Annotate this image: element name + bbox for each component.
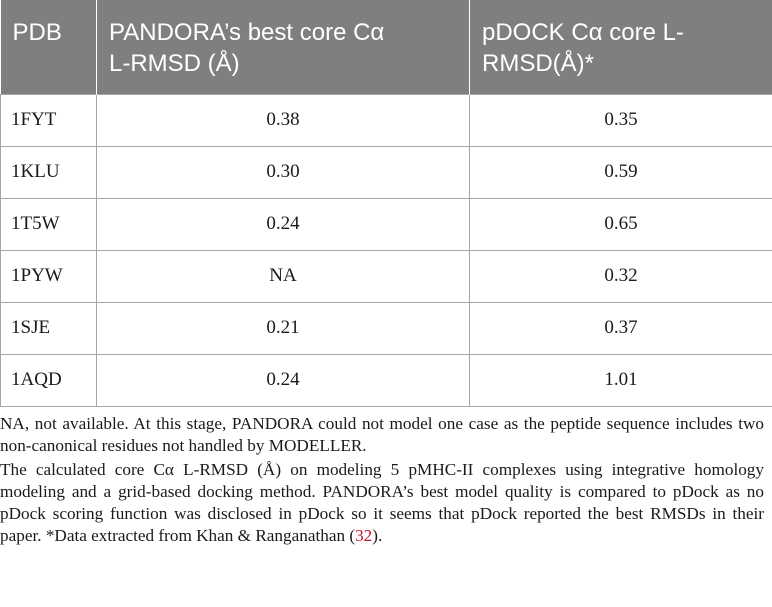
- footnote-caption: The calculated core Cα L-RMSD (Å) on mod…: [0, 459, 764, 547]
- header-pdock-line2: RMSD(Å)*: [482, 50, 594, 77]
- table-row: 1AQD 0.24 1.01: [0, 353, 772, 407]
- table-row: 1SJE 0.21 0.37: [0, 301, 772, 355]
- footnote-caption-end: ).: [372, 525, 383, 545]
- cell-pdock-rmsd: 0.65: [469, 197, 772, 251]
- cell-pdb: 1FYT: [0, 93, 97, 147]
- cell-pdb: 1T5W: [0, 197, 97, 251]
- table-footnotes: NA, not available. At this stage, PANDOR…: [0, 413, 764, 548]
- cell-pandora-rmsd: NA: [96, 249, 470, 303]
- header-pdock-line1: pDOCK Cα core L-: [482, 19, 684, 46]
- cell-pandora-rmsd: 0.24: [96, 197, 470, 251]
- header-pandora-line1: PANDORA’s best core Cα: [109, 19, 385, 46]
- table-row: 1KLU 0.30 0.59: [0, 145, 772, 199]
- header-pdb-label: PDB: [12, 19, 62, 46]
- table-row: 1PYW NA 0.32: [0, 249, 772, 303]
- cell-pdock-rmsd: 0.37: [469, 301, 772, 355]
- table-row: 1FYT 0.38 0.35: [0, 93, 772, 147]
- footnote-caption-text: The calculated core Cα L-RMSD (Å) on mod…: [0, 459, 764, 545]
- header-pandora-line2: L-RMSD (Å): [109, 50, 240, 77]
- header-pdb: PDB: [0, 0, 97, 94]
- cell-pdock-rmsd: 1.01: [469, 353, 772, 407]
- cell-pdb: 1SJE: [0, 301, 97, 355]
- table-header-row: PDB PANDORA’s best core Cα L-RMSD (Å) pD…: [0, 0, 772, 94]
- cell-pdock-rmsd: 0.35: [469, 93, 772, 147]
- header-pdock: pDOCK Cα core L- RMSD(Å)*: [470, 0, 772, 94]
- rmsd-comparison-table: PDB PANDORA’s best core Cα L-RMSD (Å) pD…: [0, 0, 772, 407]
- reference-link[interactable]: 32: [355, 525, 373, 545]
- cell-pdock-rmsd: 0.32: [469, 249, 772, 303]
- cell-pandora-rmsd: 0.30: [96, 145, 470, 199]
- cell-pandora-rmsd: 0.38: [96, 93, 470, 147]
- cell-pandora-rmsd: 0.24: [96, 353, 470, 407]
- cell-pdock-rmsd: 0.59: [469, 145, 772, 199]
- cell-pandora-rmsd: 0.21: [96, 301, 470, 355]
- cell-pdb: 1KLU: [0, 145, 97, 199]
- table-row: 1T5W 0.24 0.65: [0, 197, 772, 251]
- header-pandora: PANDORA’s best core Cα L-RMSD (Å): [96, 0, 470, 94]
- cell-pdb: 1AQD: [0, 353, 97, 407]
- cell-pdb: 1PYW: [0, 249, 97, 303]
- footnote-na: NA, not available. At this stage, PANDOR…: [0, 414, 764, 455]
